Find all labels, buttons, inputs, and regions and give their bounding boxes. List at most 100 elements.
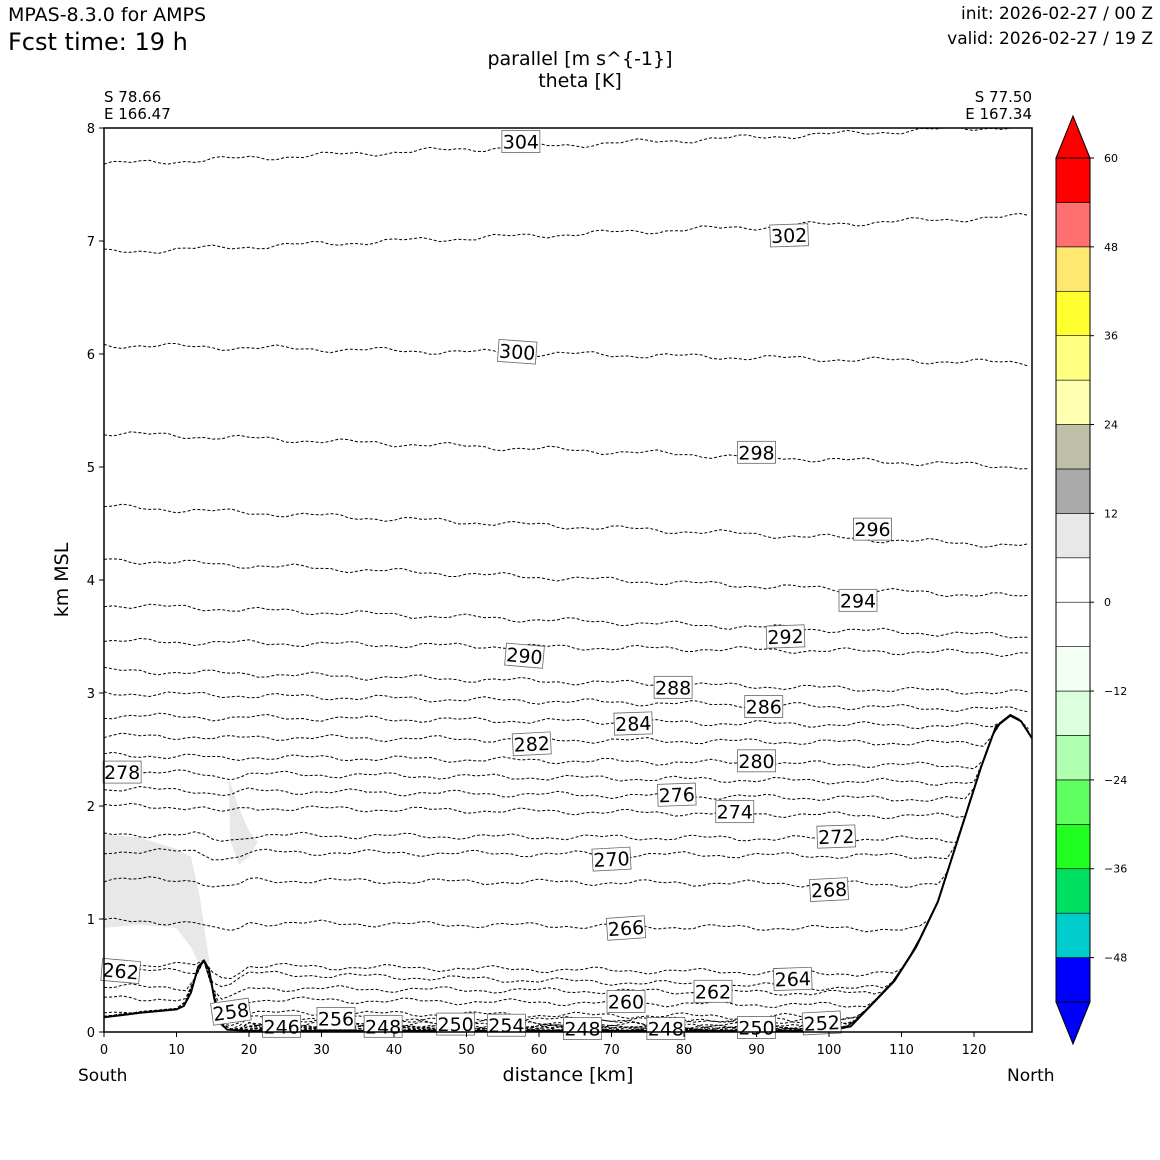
colorbar: 60 48 36 24 12 0 −12 −24 −36 −48 — [1055, 114, 1127, 1046]
left-endpoint-lon: E 166.47 — [104, 105, 171, 123]
x-tick-label: 90 — [748, 1043, 765, 1058]
contour-label: 276 — [658, 784, 695, 807]
plot-area — [104, 128, 1032, 1032]
colorbar-tick-label: 60 — [1104, 152, 1118, 165]
isentrope-line — [104, 128, 1013, 165]
colorbar-swatch — [1055, 557, 1091, 603]
y-tick-label: 4 — [87, 574, 95, 589]
terrain-profile — [104, 714, 1032, 1032]
contour-label-group: 290 — [504, 642, 545, 669]
isentrope-line — [104, 712, 1029, 730]
contour-label-group: 298 — [737, 440, 776, 464]
contour-label-group: 264 — [772, 966, 813, 992]
isentrope-line — [104, 714, 1029, 770]
contour-label-box — [693, 979, 733, 1003]
colorbar-tick-label: −36 — [1104, 863, 1127, 876]
isentrope-line — [104, 714, 1029, 1031]
contour-label-box — [511, 731, 552, 757]
contour-label-box — [656, 782, 697, 807]
isentrope-line — [104, 714, 1029, 992]
y-tick-label: 2 — [87, 800, 95, 815]
contour-label: 298 — [738, 442, 774, 464]
colorbar-frame — [1055, 157, 1091, 1003]
isentrope-line — [104, 714, 1029, 1031]
contour-label-group: 286 — [744, 695, 784, 719]
init-time: init: 2026-02-27 / 00 Z — [960, 4, 1153, 24]
colorbar-swatch — [1055, 957, 1091, 1003]
contour-label-group: 282 — [511, 731, 552, 757]
contour-label: 270 — [593, 848, 630, 872]
contour-label-group: 294 — [838, 588, 878, 612]
colorbar-swatch — [1055, 690, 1091, 736]
contour-label-box — [715, 800, 755, 824]
x-tick-label: 40 — [386, 1043, 403, 1058]
isentrope-line — [104, 714, 1029, 888]
contour-label-group: 262 — [693, 979, 733, 1003]
contour-label: 280 — [738, 751, 774, 773]
contour-label-box — [606, 990, 646, 1013]
contour-label-group: 256 — [316, 1007, 356, 1030]
contour-label-group: 280 — [737, 749, 776, 773]
contour-label-group: 254 — [486, 1013, 526, 1037]
contour-label: 286 — [746, 697, 782, 719]
isentrope-line — [104, 431, 1029, 470]
contour-label-box — [772, 966, 813, 991]
south-label: South — [78, 1066, 128, 1086]
contour-label: 272 — [818, 826, 855, 849]
x-tick-label: 60 — [531, 1043, 548, 1058]
contour-label-box — [436, 1012, 476, 1036]
left-endpoint-lat: S 78.66 — [104, 88, 162, 106]
isentrope-line — [104, 714, 1029, 980]
contour-label-group: 252 — [801, 1010, 842, 1036]
model-title: MPAS-8.3.0 for AMPS — [8, 4, 207, 26]
colorbar-swatch — [1055, 335, 1091, 381]
y-tick-label: 7 — [87, 235, 95, 250]
contour-label-box — [744, 695, 784, 718]
isentrope-line — [104, 714, 1029, 1031]
contour-label-box — [737, 749, 776, 773]
isentrope-line — [104, 714, 1029, 844]
contour-label: 278 — [104, 762, 140, 784]
x-axis-label: distance [km] — [502, 1064, 634, 1086]
contour-label: 268 — [810, 879, 847, 903]
chart-subtitle: theta [K] — [538, 70, 622, 92]
colorbar-tick-label: −48 — [1104, 952, 1127, 965]
colorbar-swatch — [1055, 868, 1091, 914]
colorbar-swatch — [1055, 735, 1091, 781]
contour-label: 274 — [717, 802, 753, 824]
contour-label-group: 248 — [363, 1014, 403, 1038]
y-tick-label: 5 — [87, 461, 95, 476]
x-tick-label: 10 — [168, 1043, 185, 1058]
contour-label: 288 — [655, 677, 691, 699]
contour-label: 252 — [803, 1012, 840, 1036]
contour-label: 260 — [608, 991, 644, 1013]
contour-label: 284 — [615, 713, 652, 736]
contour-label: 264 — [774, 968, 811, 991]
colorbar-swatch — [1055, 157, 1091, 203]
isentrope-line — [104, 714, 1029, 786]
contour-label-box — [486, 1013, 526, 1037]
contour-label-box — [737, 440, 776, 464]
forecast-time: Fcst time: 19 h — [8, 28, 188, 56]
x-tick-label: 70 — [603, 1043, 620, 1058]
x-tick-label: 20 — [241, 1043, 258, 1058]
contour-label-group: 276 — [656, 782, 697, 807]
colorbar-swatch — [1055, 290, 1091, 336]
north-label: North — [1007, 1066, 1055, 1086]
contour-label: 266 — [607, 917, 645, 941]
colorbar-swatch — [1055, 513, 1091, 559]
contour-label-group: 246 — [262, 1014, 302, 1038]
contour-label: 302 — [771, 225, 808, 248]
colorbar-swatch — [1055, 912, 1091, 958]
contour-label-group: 284 — [613, 711, 654, 736]
isentrope-line — [104, 714, 1029, 1031]
colorbar-swatch — [1055, 646, 1091, 692]
colorbar-tick-label: −12 — [1104, 685, 1127, 698]
contour-label: 296 — [854, 519, 890, 541]
contour-label: 254 — [488, 1015, 524, 1037]
x-tick-label: 120 — [962, 1043, 987, 1058]
isentrope-line — [104, 714, 1029, 1031]
contour-label-box — [816, 824, 857, 849]
isentrope-line — [104, 714, 1029, 861]
contour-label: 250 — [437, 1014, 473, 1036]
